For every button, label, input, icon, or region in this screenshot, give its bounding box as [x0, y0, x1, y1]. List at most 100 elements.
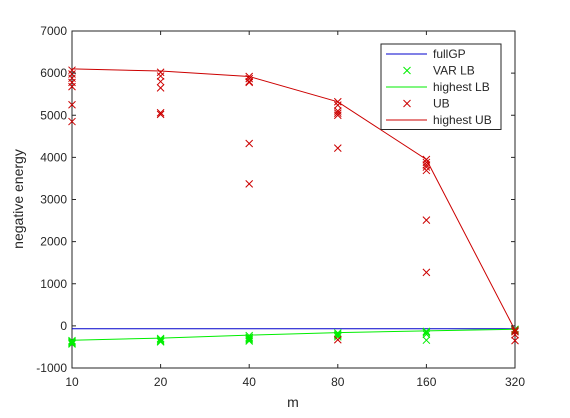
marker-stroke — [245, 337, 254, 345]
data-point-ub — [68, 66, 76, 75]
marker-stroke — [511, 327, 519, 335]
data-point-var-lb — [68, 337, 76, 346]
data-point-ub — [245, 77, 254, 86]
marker-stroke — [68, 339, 76, 347]
data-point-ub — [245, 78, 254, 87]
marker-stroke — [422, 336, 431, 345]
marker-stroke — [68, 117, 76, 126]
marker-stroke — [245, 139, 254, 148]
data-point-var-lb — [333, 330, 342, 339]
data-point-ub — [156, 110, 165, 119]
legend: fullGP VAR LB highest LB UB highest UB — [380, 43, 502, 130]
marker-stroke — [156, 84, 165, 92]
y-tick-label: 6000 — [40, 66, 67, 80]
marker-stroke — [156, 110, 165, 119]
data-point-var-lb — [422, 328, 431, 337]
data-point-ub — [68, 117, 76, 126]
marker-stroke — [422, 166, 431, 175]
marker-stroke — [245, 78, 254, 87]
marker-stroke — [333, 109, 342, 117]
y-tick-label: 7000 — [40, 24, 67, 38]
y-tick-label: 2000 — [40, 235, 67, 249]
marker-stroke — [245, 77, 254, 86]
data-point-ub — [333, 111, 342, 120]
marker-stroke — [511, 336, 519, 345]
data-point-ub — [422, 161, 431, 169]
axes-layer: 10 20 40 80 160 320 -1000 0 1000 2000 3000 4000 5000… — [36, 24, 525, 389]
data-point-ub — [245, 139, 254, 148]
y-tick-label: 0 — [60, 319, 67, 333]
x-tick-label: 20 — [154, 375, 168, 389]
y-tick-label: 1000 — [40, 277, 67, 291]
y-tick-label: 4000 — [40, 150, 67, 164]
data-point-var-lb — [245, 337, 254, 345]
x-tick-label: 80 — [331, 375, 345, 389]
series-layer — [68, 66, 519, 348]
data-point-var-lb — [156, 335, 165, 344]
marker-stroke — [68, 66, 76, 75]
marker-stroke — [68, 337, 76, 346]
series-line-highest-ub — [71, 68, 516, 331]
marker-stroke — [156, 335, 165, 344]
marker-stroke — [333, 111, 342, 120]
data-point-ub — [333, 144, 342, 152]
x-tick-label: 40 — [243, 375, 257, 389]
marker-stroke — [245, 335, 254, 344]
marker-stroke — [422, 330, 431, 339]
x-axis-label: m — [287, 394, 299, 410]
y-axis-label: negative energy — [10, 149, 26, 249]
data-point-var-lb — [422, 330, 431, 339]
marker-stroke — [333, 332, 342, 341]
legend-label-var-lb: VAR LB — [433, 64, 475, 78]
data-point-var-lb — [333, 332, 342, 341]
data-point-ub — [68, 100, 76, 109]
data-point-ub — [333, 335, 342, 344]
data-point-var-lb — [422, 336, 431, 345]
legend-swatch-var-lb — [403, 66, 411, 75]
marker-stroke — [422, 268, 431, 277]
data-point-var-lb — [245, 335, 254, 344]
data-point-ub — [156, 72, 165, 80]
marker-stroke — [156, 108, 165, 117]
marker-stroke — [403, 99, 411, 108]
marker-stroke — [403, 66, 411, 75]
data-point-ub — [422, 166, 431, 175]
x-tick-label: 320 — [505, 375, 525, 389]
x-tick-label: 10 — [65, 375, 79, 389]
data-point-var-lb — [511, 327, 519, 335]
marker-stroke — [68, 336, 76, 345]
data-point-var-lb — [245, 334, 254, 343]
data-point-ub — [156, 68, 165, 77]
marker-stroke — [156, 68, 165, 77]
marker-stroke — [245, 334, 254, 343]
data-point-ub — [156, 84, 165, 92]
marker-stroke — [333, 335, 342, 344]
data-point-ub — [511, 336, 519, 345]
marker-stroke — [511, 327, 519, 336]
marker-stroke — [156, 338, 165, 346]
legend-label-fullgp: fullGP — [433, 47, 466, 61]
data-point-ub — [245, 180, 254, 188]
legend-swatch-ub — [403, 99, 411, 108]
marker-stroke — [68, 340, 76, 348]
marker-stroke — [422, 328, 431, 337]
data-point-var-lb — [156, 338, 165, 346]
data-point-ub — [511, 330, 519, 339]
marker-stroke — [68, 82, 76, 91]
y-tick-label: 3000 — [40, 193, 67, 207]
marker-stroke — [245, 74, 254, 83]
series-line-highest-lb — [71, 328, 516, 341]
marker-stroke — [156, 72, 165, 80]
marker-stroke — [333, 144, 342, 152]
y-tick-label: 5000 — [40, 108, 67, 122]
data-point-var-lb — [68, 336, 76, 345]
y-tick-label: -1000 — [36, 361, 67, 375]
marker-stroke — [156, 77, 165, 86]
data-point-var-lb — [156, 337, 165, 345]
marker-stroke — [511, 330, 519, 339]
data-point-ub — [68, 82, 76, 91]
marker-stroke — [422, 161, 431, 169]
marker-stroke — [156, 337, 165, 345]
